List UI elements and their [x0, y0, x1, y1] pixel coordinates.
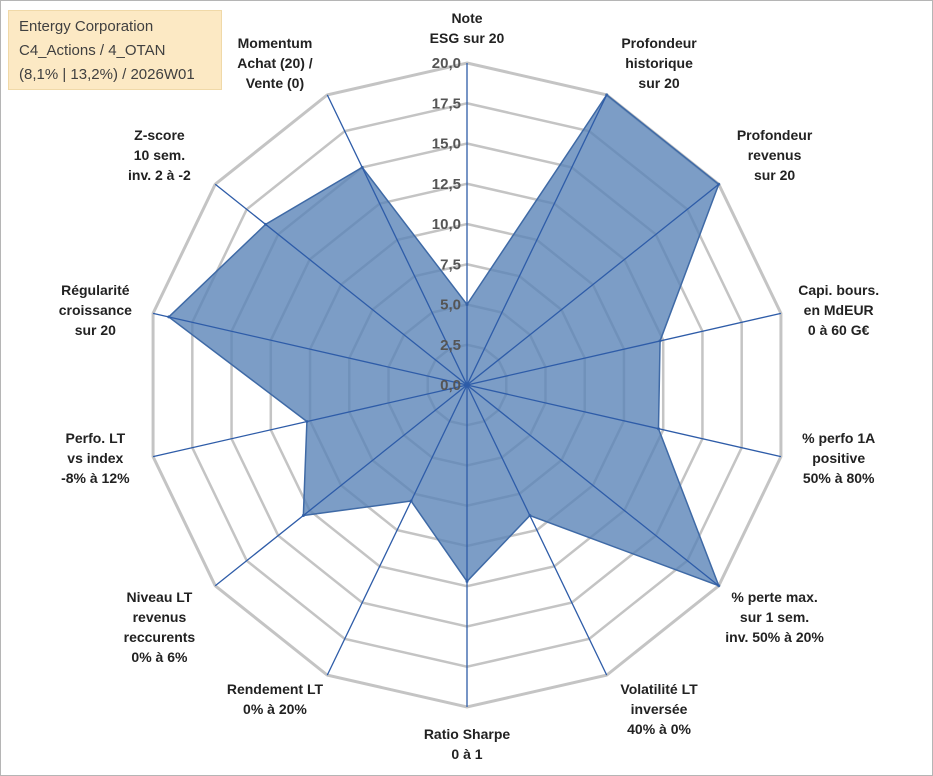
- tick-label-3: 7,5: [440, 256, 461, 273]
- axis-label-3-line-0: Capi. bours.: [798, 282, 879, 298]
- axis-label-9-line-1: revenus: [133, 609, 187, 625]
- axis-label-6-line-0: Volatilité LT: [620, 681, 698, 697]
- axis-label-8-line-0: Rendement LT: [227, 681, 324, 697]
- axis-label-7: Ratio Sharpe 0 à 1: [424, 726, 511, 762]
- axis-label-13-line-2: Vente (0): [246, 75, 304, 91]
- axis-spoke-5: [466, 384, 720, 587]
- axis-label-3-line-2: 0 à 60 G€: [808, 322, 870, 338]
- tick-label-5: 12,5: [432, 176, 461, 193]
- axis-label-10-line-1: vs index: [67, 450, 123, 466]
- axis-label-5-line-0: % perte max.: [731, 589, 817, 605]
- axis-label-0-line-1: ESG sur 20: [430, 30, 505, 46]
- axis-label-12-line-1: 10 sem.: [134, 147, 185, 163]
- axis-label-12-line-2: inv. 2 à -2: [128, 167, 191, 183]
- tick-label-4: 10,0: [432, 216, 461, 233]
- axis-label-0-line-0: Note: [451, 10, 482, 26]
- axis-spoke-13: [326, 94, 468, 386]
- tick-label-6: 15,0: [432, 136, 461, 153]
- axis-spoke-9: [214, 384, 468, 587]
- axis-spoke-10: [152, 384, 468, 458]
- axis-label-3: Capi. bours. en MdEUR 0 à 60 G€: [798, 282, 879, 338]
- axis-label-6-line-2: 40% à 0%: [627, 721, 691, 737]
- axis-label-11: Régularité croissance sur 20: [59, 282, 132, 338]
- axis-label-12: Z-score 10 sem. inv. 2 à -2: [128, 127, 191, 183]
- tick-label-8: 20,0: [432, 55, 461, 72]
- axis-label-13-line-1: Achat (20) /: [237, 55, 313, 71]
- axis-spoke-12: [214, 183, 468, 386]
- axis-label-6-line-1: inversée: [631, 701, 688, 717]
- axis-spoke-8: [326, 384, 468, 676]
- spoke-layer: [152, 63, 782, 707]
- axis-label-4-line-2: 50% à 80%: [803, 470, 875, 486]
- tick-label-7: 17,5: [432, 95, 461, 112]
- axis-label-13-line-0: Momentum: [238, 35, 313, 51]
- axis-label-3-line-1: en MdEUR: [804, 302, 874, 318]
- label-layer: Note ESG sur 20 Profondeur historique sur 20…: [59, 10, 879, 762]
- axis-label-10-line-0: Perfo. LT: [66, 430, 126, 446]
- axis-label-8-line-1: 0% à 20%: [243, 701, 307, 717]
- axis-label-11-line-0: Régularité: [61, 282, 130, 298]
- axis-spoke-1: [466, 94, 608, 386]
- axis-label-11-line-2: sur 20: [75, 322, 116, 338]
- axis-label-9: Niveau LT revenus reccurents 0% à 6%: [124, 589, 196, 665]
- axis-label-1-line-0: Profondeur: [621, 35, 697, 51]
- axis-label-7-line-0: Ratio Sharpe: [424, 726, 511, 742]
- axis-label-1-line-2: sur 20: [638, 75, 679, 91]
- axis-label-1: Profondeur historique sur 20: [621, 35, 697, 91]
- axis-label-6: Volatilité LT inversée 40% à 0%: [620, 681, 698, 737]
- axis-label-0: Note ESG sur 20: [430, 10, 505, 46]
- info-category: C4_Actions / 4_OTAN: [19, 42, 166, 59]
- axis-label-10-line-2: -8% à 12%: [61, 470, 130, 486]
- axis-label-5-line-1: sur 1 sem.: [740, 609, 809, 625]
- axis-label-4: % perfo 1A positive 50% à 80%: [802, 430, 875, 486]
- axis-spoke-2: [466, 183, 720, 386]
- axis-label-7-line-1: 0 à 1: [451, 746, 482, 762]
- axis-label-2-line-1: revenus: [748, 147, 802, 163]
- axis-spoke-4: [466, 384, 782, 458]
- axis-label-4-line-0: % perfo 1A: [802, 430, 875, 446]
- axis-label-8: Rendement LT 0% à 20%: [227, 681, 324, 717]
- axis-spoke-11: [152, 312, 468, 386]
- tick-layer: 0,0 2,5 5,0 7,5 10,0 12,5 15,0 17,5 20,0: [432, 55, 461, 394]
- info-company: Entergy Corporation: [19, 18, 154, 35]
- axis-label-11-line-1: croissance: [59, 302, 132, 318]
- tick-label-0: 0,0: [440, 377, 461, 394]
- axis-label-9-line-2: reccurents: [124, 629, 196, 645]
- axis-label-4-line-1: positive: [812, 450, 865, 466]
- axis-spoke-6: [466, 384, 608, 676]
- info-period: (8,1% | 13,2%) / 2026W01: [19, 66, 195, 83]
- axis-label-9-line-3: 0% à 6%: [131, 649, 188, 665]
- axis-label-13: Momentum Achat (20) / Vente (0): [237, 35, 313, 91]
- axis-label-2: Profondeur revenus sur 20: [737, 127, 813, 183]
- axis-spoke-3: [466, 312, 782, 386]
- info-box: Entergy Corporation C4_Actions / 4_OTAN …: [8, 10, 222, 90]
- tick-label-2: 5,0: [440, 297, 461, 314]
- axis-label-2-line-0: Profondeur: [737, 127, 813, 143]
- tick-label-1: 2,5: [440, 337, 461, 354]
- axis-label-2-line-2: sur 20: [754, 167, 795, 183]
- axis-label-12-line-0: Z-score: [134, 127, 185, 143]
- axis-label-9-line-0: Niveau LT: [126, 589, 192, 605]
- axis-label-10: Perfo. LT vs index -8% à 12%: [61, 430, 130, 486]
- axis-label-1-line-1: historique: [625, 55, 693, 71]
- axis-label-5: % perte max. sur 1 sem. inv. 50% à 20%: [725, 589, 824, 645]
- axis-label-5-line-2: inv. 50% à 20%: [725, 629, 824, 645]
